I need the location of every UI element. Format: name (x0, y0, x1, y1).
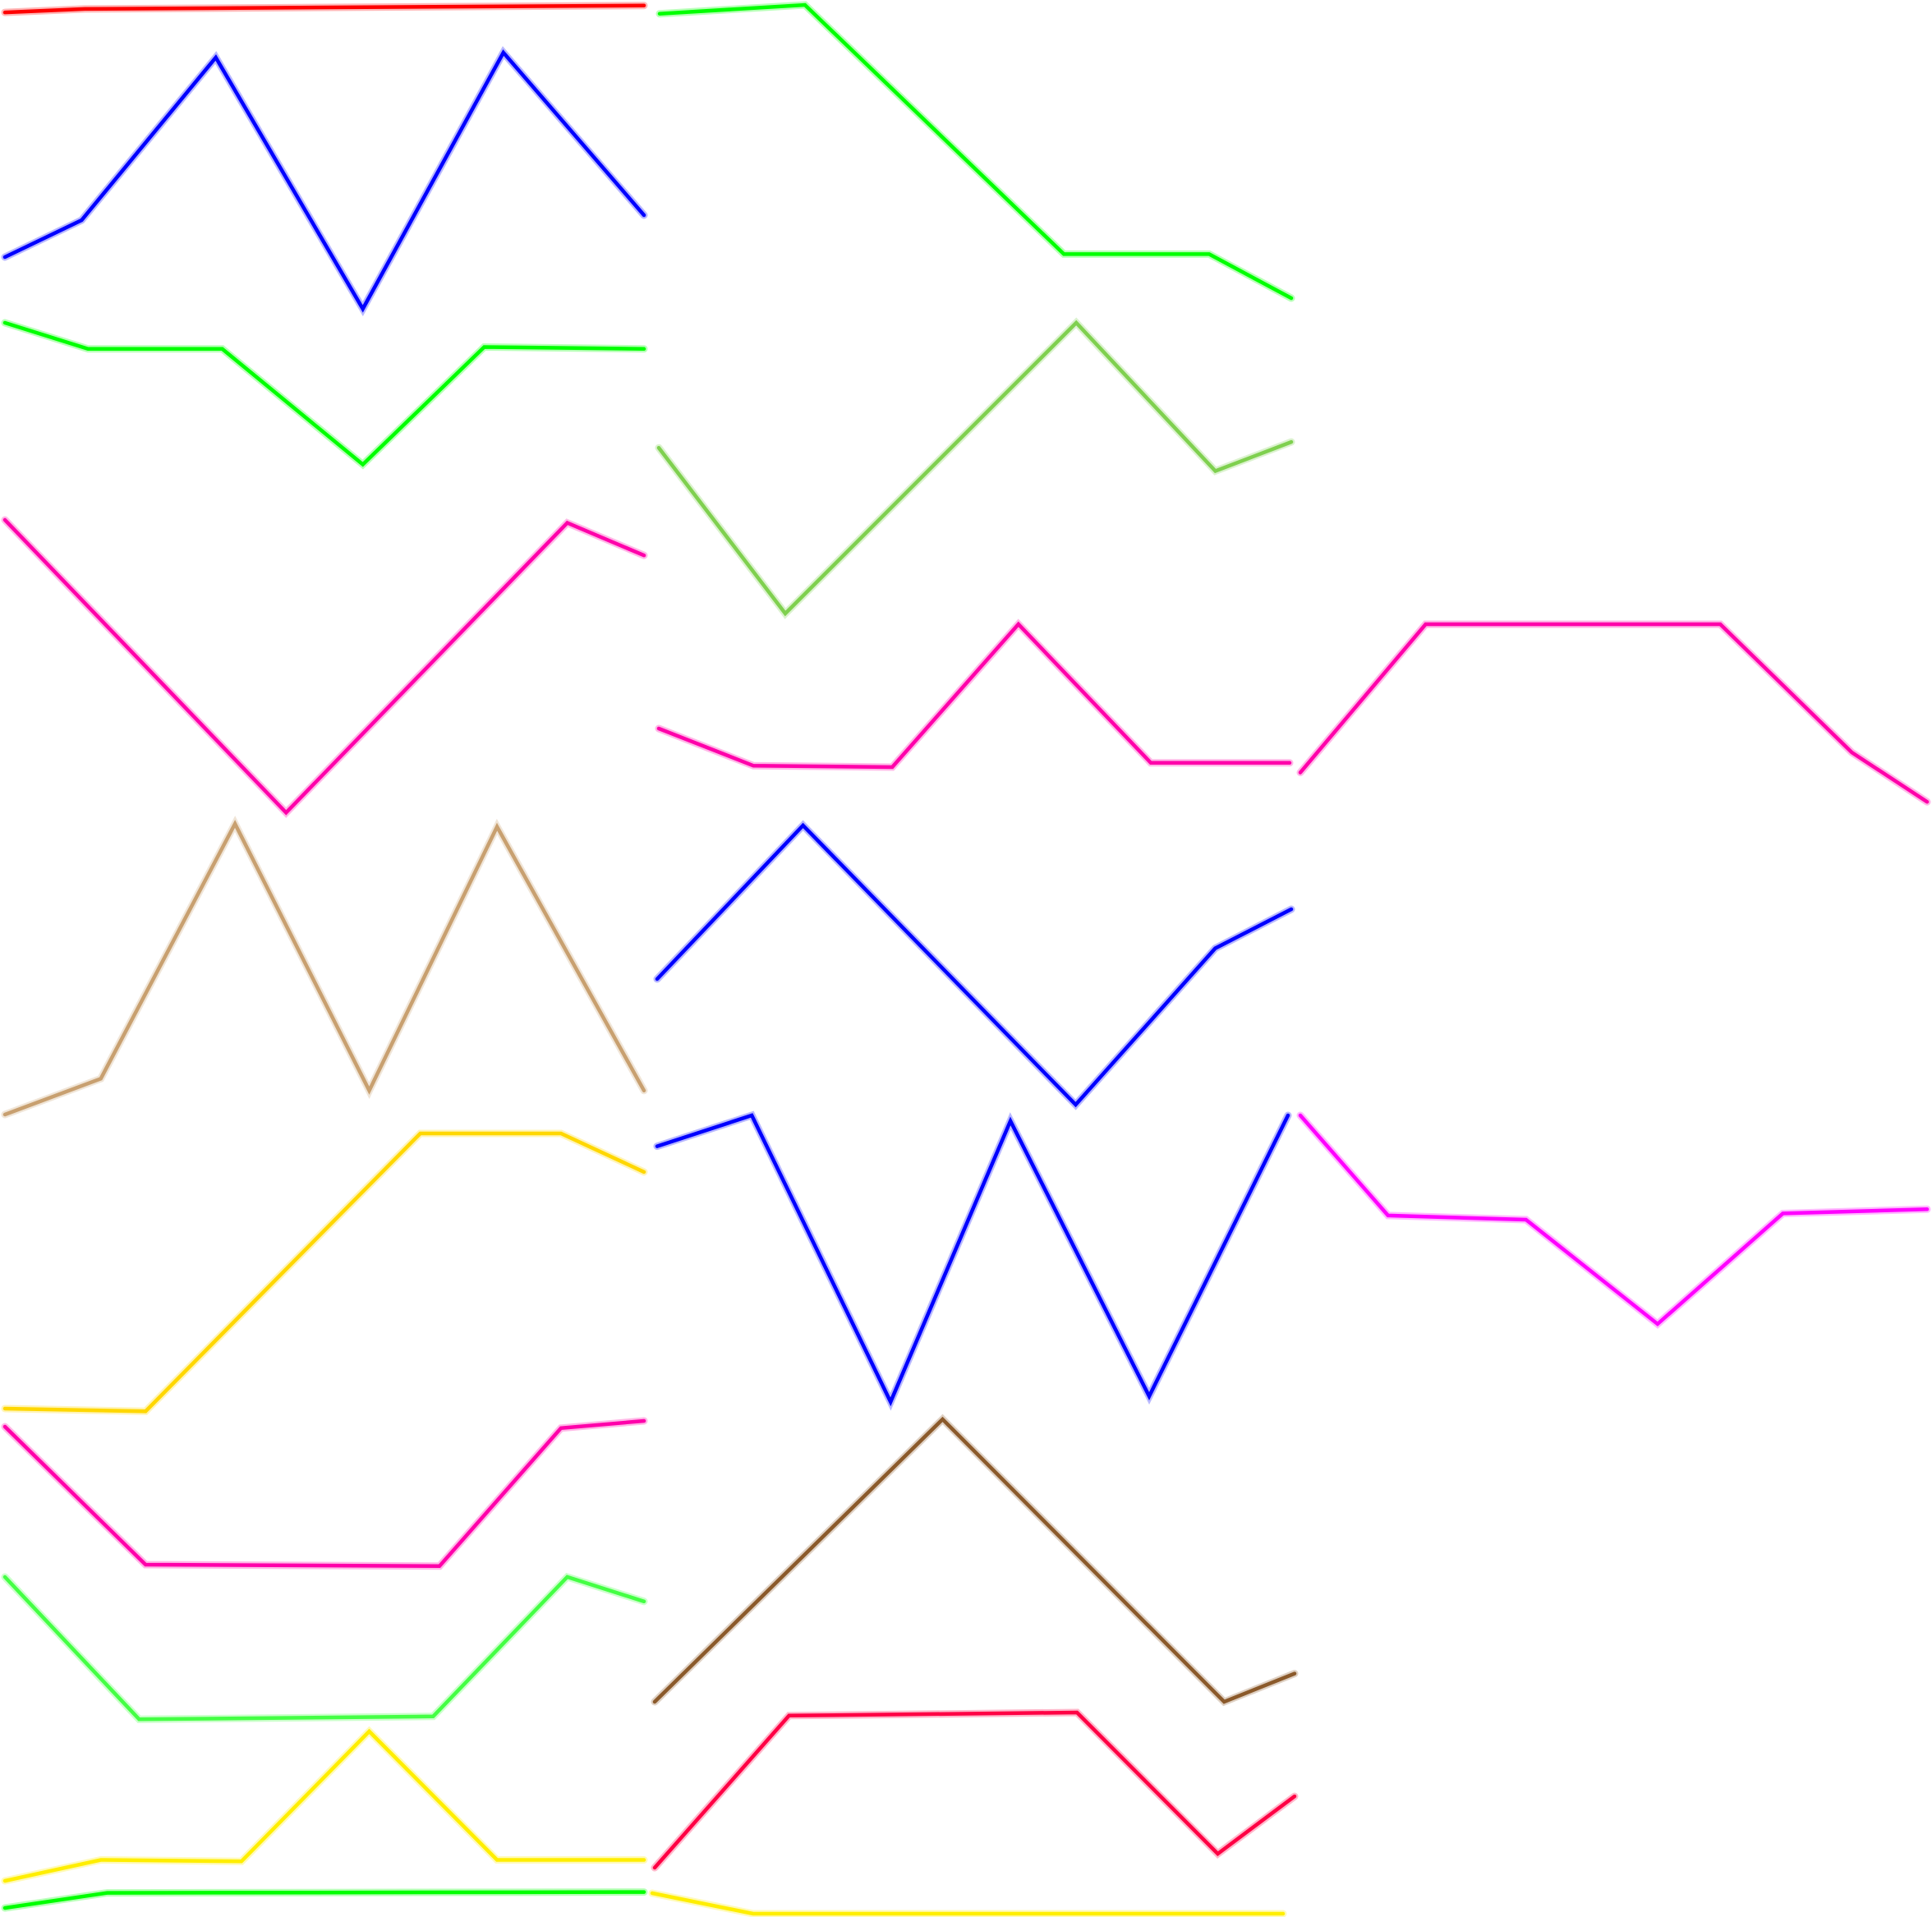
sparkline-halo (651, 1414, 1299, 1707)
sparkline-c1r8 (1, 1572, 648, 1723)
series-line (655, 822, 1294, 1108)
series-line (2, 1575, 646, 1722)
series-line (2, 1131, 646, 1414)
sparkline-halo (653, 1110, 1292, 1411)
sparkline-c1r1 (1, 2, 648, 16)
sparkline-c1r2 (1, 46, 648, 317)
sparkline-c2r2 (655, 317, 1295, 619)
sparkline-c1r3 (1, 319, 648, 470)
sparkline-c2r3 (655, 618, 1294, 771)
sparkline-c1r10 (1, 1888, 648, 1912)
sparkline-halo (651, 1708, 1299, 1872)
sparkline-halo (1, 1129, 648, 1415)
sparkline-c1r6 (1, 1129, 648, 1415)
sparkline-halo (1, 816, 648, 1119)
series-line (2, 1728, 646, 1883)
series-line (2, 517, 646, 816)
series-line (650, 1891, 1286, 1916)
sparkline-halo (655, 618, 1294, 771)
series-line (656, 621, 1292, 770)
series-line (2, 1890, 646, 1910)
series-line (657, 2, 1294, 301)
sparkline-c3r5 (1296, 1111, 1931, 1329)
sparkline-halo (1, 319, 648, 470)
series-line (2, 49, 646, 313)
sparkline-c2r5 (653, 1110, 1292, 1411)
sparkline-halo (1296, 620, 1931, 806)
series-line (1298, 1113, 1930, 1326)
series-line (652, 1710, 1297, 1870)
sparkline-c3r4 (1296, 620, 1931, 806)
sparkline-halo (1296, 1111, 1931, 1329)
sparkline-c2r6 (651, 1414, 1299, 1707)
sparkline-c2r8 (648, 1889, 1287, 1917)
sparkline-c2r4 (653, 820, 1295, 1110)
series-line (1298, 622, 1930, 804)
series-line (2, 820, 646, 1117)
series-line (655, 1113, 1290, 1407)
sparkline-halo (1, 46, 648, 317)
sparkline-c1r5 (1, 816, 648, 1119)
sparkline-halo (653, 820, 1295, 1110)
series-line (2, 1418, 646, 1569)
sparkline-c2r1 (656, 1, 1295, 302)
series-line (2, 3, 646, 15)
sparkline-halo (1, 516, 648, 818)
sparkline-c1r4 (1, 516, 648, 818)
sparkline-c1r9 (1, 1726, 648, 1885)
series-line (652, 1416, 1297, 1704)
series-line (2, 320, 646, 467)
series-line (656, 320, 1294, 617)
sparkline-c2r7 (651, 1708, 1299, 1872)
sparkline-c1r7 (1, 1417, 648, 1570)
